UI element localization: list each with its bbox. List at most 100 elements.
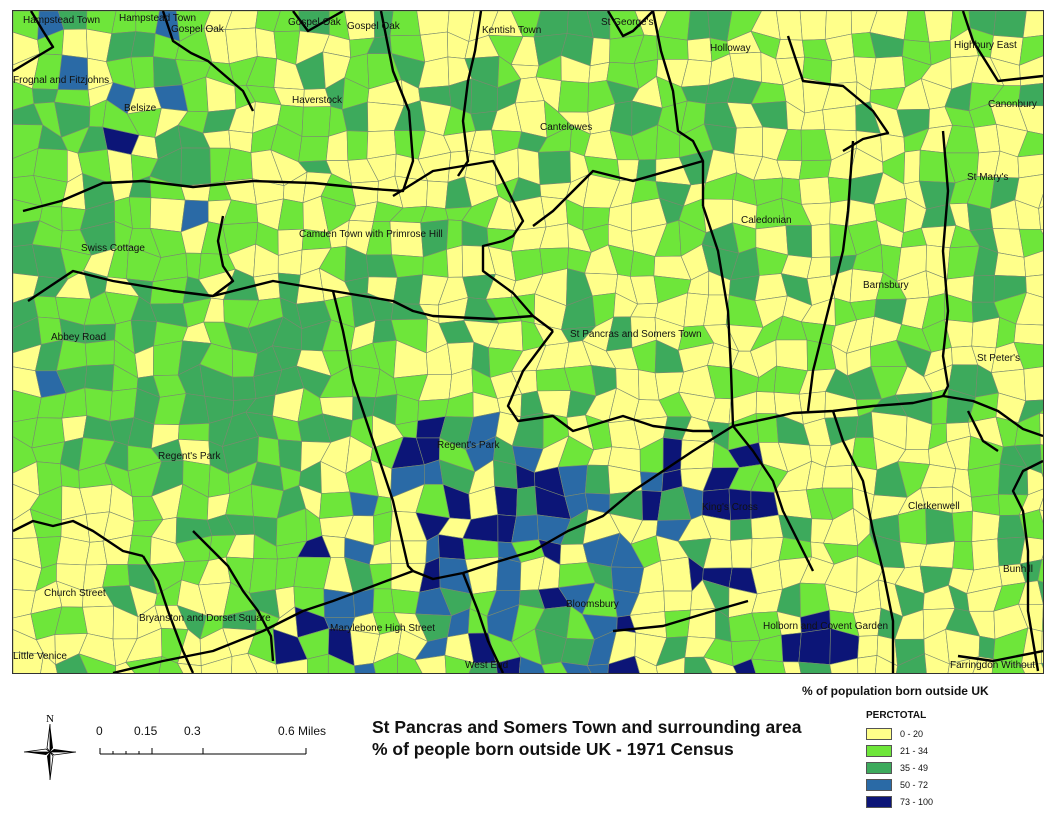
- legend-item: 73 - 100: [866, 793, 1040, 810]
- census-cell: [1022, 11, 1043, 39]
- census-cell: [346, 130, 369, 161]
- ward-boundary: [732, 394, 1043, 438]
- census-cell: [200, 656, 233, 673]
- census-cell: [1038, 509, 1043, 524]
- ward-label: St George's: [601, 17, 654, 28]
- census-cell: [798, 628, 831, 665]
- census-cell: [588, 61, 610, 84]
- census-cell: [231, 653, 257, 673]
- census-cell: [496, 556, 522, 592]
- census-cell: [438, 534, 466, 560]
- census-cell: [870, 55, 906, 91]
- census-cell: [494, 485, 518, 517]
- census-cell: [1017, 130, 1043, 158]
- ward-label: Regent's Park: [437, 440, 500, 451]
- census-cell: [822, 105, 857, 132]
- ward-label: Little Venice: [13, 651, 67, 662]
- ward-label: Kentish Town: [482, 25, 541, 36]
- census-cell: [829, 56, 858, 85]
- census-cell: [397, 652, 423, 673]
- census-cell: [462, 538, 499, 560]
- ward-label: Bloomsbury: [566, 599, 619, 610]
- census-cell: [1018, 580, 1043, 605]
- census-cell: [560, 661, 592, 673]
- ward-label: Gospel Oak: [288, 17, 342, 28]
- legend-swatch: [866, 761, 892, 774]
- map-area[interactable]: Hampstead Town Hampstead Town Gospel Oak Go…: [12, 10, 1044, 674]
- census-cell: [185, 252, 202, 280]
- ward-boundary: [532, 159, 704, 227]
- ward-label: Hampstead Town: [119, 13, 196, 24]
- census-cell: [1040, 229, 1043, 235]
- census-cell: [84, 339, 115, 367]
- census-cell: [1017, 83, 1043, 107]
- ward-boundary: [612, 599, 749, 633]
- census-cell: [40, 653, 58, 673]
- legend-swatch: [866, 727, 892, 740]
- census-cell: [1023, 366, 1043, 402]
- census-cell: [149, 197, 186, 233]
- census-cell: [372, 588, 395, 614]
- ward-label: Caledonian: [741, 215, 792, 226]
- census-cell: [13, 652, 44, 673]
- legend-label: 0 - 20: [900, 728, 924, 739]
- ward-label: King's Cross: [702, 502, 758, 513]
- census-cell: [1041, 472, 1043, 478]
- ward-label: Holborn and Covent Garden: [763, 621, 888, 632]
- census-cell: [687, 37, 713, 62]
- census-cell: [655, 656, 686, 673]
- census-cell: [306, 653, 329, 673]
- scale-tick-label: 0.3: [184, 724, 201, 738]
- census-cell: [798, 661, 832, 673]
- choropleth-map: Hampstead Town Hampstead Town Gospel Oak Go…: [13, 11, 1043, 673]
- legend-label: 21 - 34: [900, 745, 929, 756]
- census-cell: [978, 635, 996, 660]
- ward-boundary: [966, 410, 999, 452]
- ward-label: Highbury East: [954, 40, 1017, 51]
- census-cell: [730, 518, 753, 541]
- census-cell: [733, 126, 764, 157]
- map-title: St Pancras and Somers Town and surroundi…: [372, 717, 802, 759]
- ward-boundary: [732, 425, 815, 572]
- census-cell: [687, 608, 716, 639]
- census-cell: [392, 274, 424, 305]
- ward-label: Bryanston and Dorset Square: [139, 613, 271, 624]
- census-cell: [78, 653, 117, 673]
- census-cells: [13, 11, 1043, 673]
- census-cell: [541, 661, 568, 673]
- census-cell: [353, 662, 376, 673]
- census-cell: [1025, 274, 1043, 298]
- census-cell: [231, 348, 258, 378]
- census-cell: [732, 658, 757, 673]
- legend: % of population born outside UK PERCTOTA…: [800, 684, 1040, 810]
- census-cell: [857, 635, 879, 659]
- census-cell: [511, 514, 540, 544]
- census-cell: [275, 658, 308, 673]
- ward-boundary: [606, 11, 654, 38]
- census-cell: [925, 507, 955, 545]
- census-cell: [1038, 193, 1043, 210]
- census-cell: [971, 274, 995, 303]
- census-cell: [106, 149, 134, 185]
- census-cell: [1017, 104, 1043, 135]
- census-cell: [857, 655, 878, 673]
- census-cell: [730, 538, 753, 569]
- census-cell: [298, 135, 330, 163]
- census-cell: [800, 109, 826, 131]
- census-cell: [821, 464, 853, 489]
- census-cell: [444, 654, 475, 673]
- ward-label: Church Street: [44, 588, 106, 599]
- ward-label: Regent's Park: [158, 451, 221, 462]
- census-cell: [589, 37, 611, 67]
- census-cell: [1018, 228, 1043, 258]
- ward-boundary: [961, 11, 1043, 83]
- census-cell: [974, 123, 1001, 154]
- census-cell: [947, 656, 980, 673]
- ward-boundary: [457, 11, 483, 177]
- north-label: N: [46, 713, 54, 725]
- census-cell: [538, 150, 572, 186]
- scale-tick-label: 0: [96, 724, 103, 738]
- census-cell: [971, 510, 1001, 543]
- census-cell: [1039, 409, 1043, 414]
- legend-swatch: [866, 744, 892, 757]
